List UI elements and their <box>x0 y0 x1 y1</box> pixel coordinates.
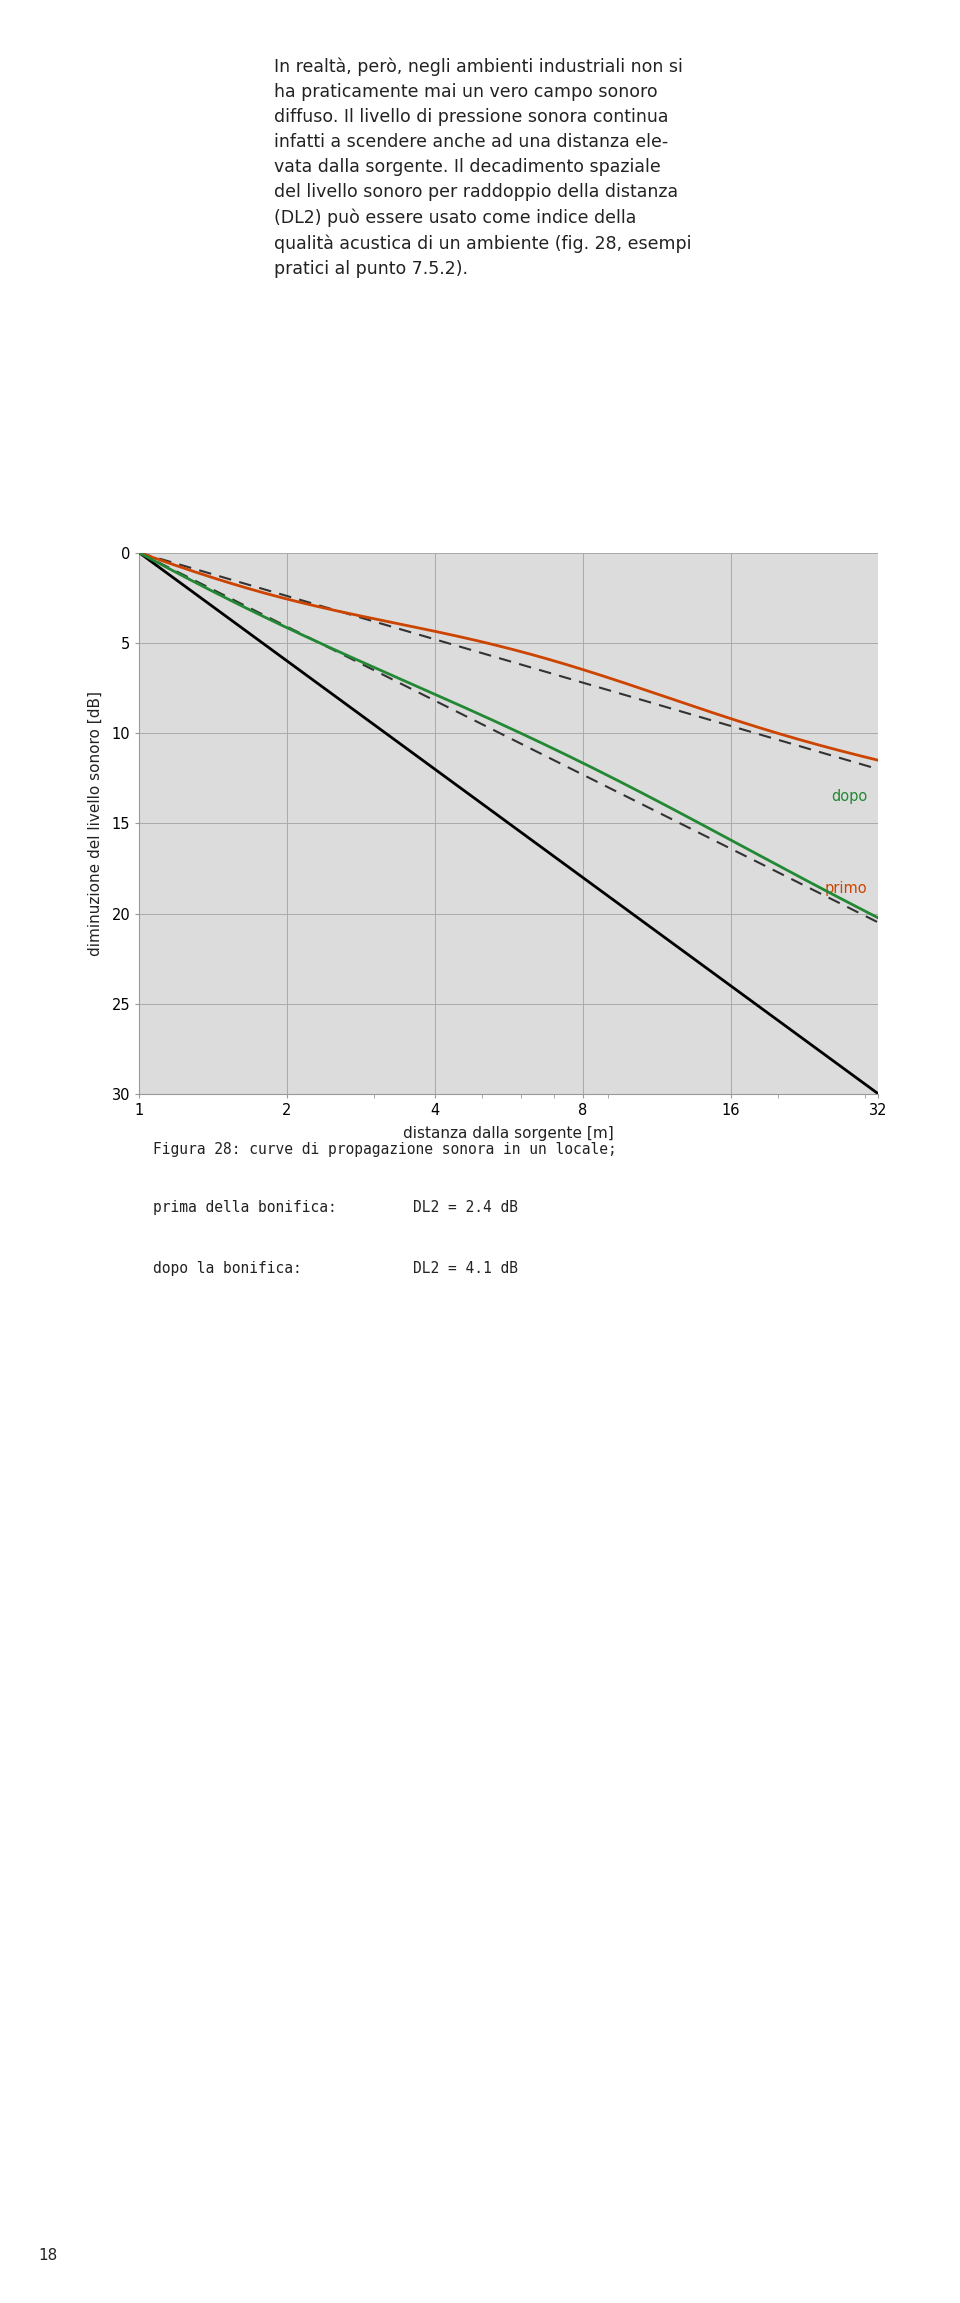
Text: dopo: dopo <box>831 788 867 804</box>
X-axis label: distanza dalla sorgente [m]: distanza dalla sorgente [m] <box>403 1126 614 1142</box>
Text: 18: 18 <box>38 2248 58 2264</box>
Text: DL2 = 2.4 dB: DL2 = 2.4 dB <box>413 1200 517 1216</box>
Text: DL2 = 4.1 dB: DL2 = 4.1 dB <box>413 1262 517 1276</box>
Text: dopo la bonifica:: dopo la bonifica: <box>153 1262 301 1276</box>
Text: In realtà, però, negli ambienti industriali non si
ha praticamente mai un vero c: In realtà, però, negli ambienti industri… <box>274 58 691 279</box>
Y-axis label: diminuzione del livello sonoro [dB]: diminuzione del livello sonoro [dB] <box>88 691 103 956</box>
Text: prima della bonifica:: prima della bonifica: <box>153 1200 336 1216</box>
Text: Figura 28: curve di propagazione sonora in un locale;: Figura 28: curve di propagazione sonora … <box>153 1142 616 1158</box>
Text: primo: primo <box>825 880 867 896</box>
